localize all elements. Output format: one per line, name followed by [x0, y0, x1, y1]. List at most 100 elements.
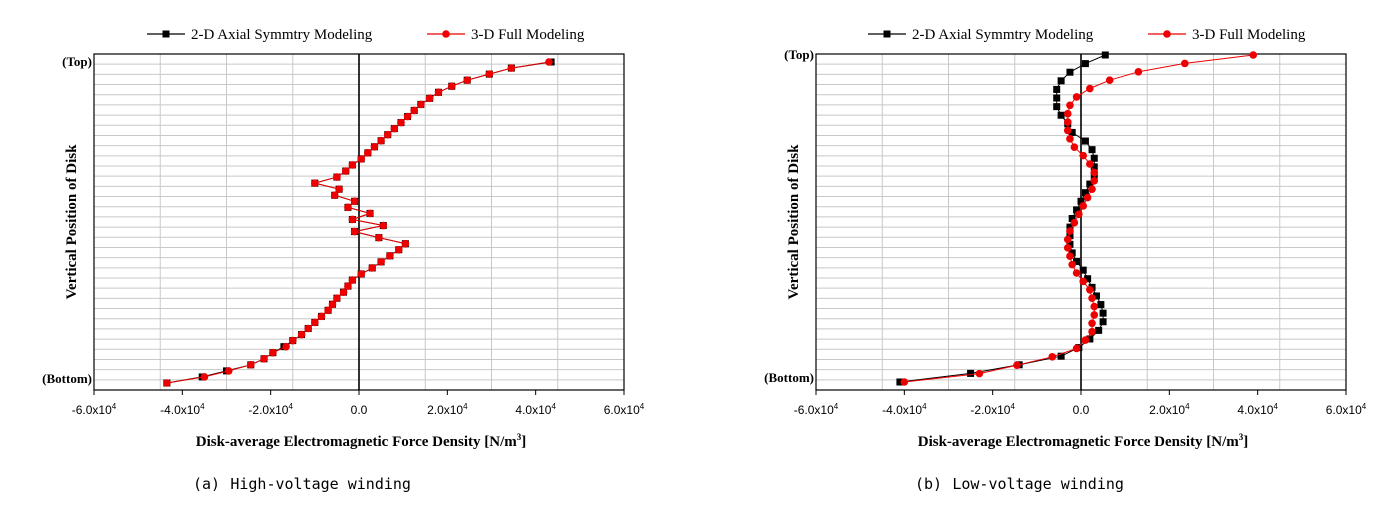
data-point-circle	[390, 124, 399, 133]
data-point-square	[1066, 223, 1074, 231]
data-point-circle	[447, 82, 456, 91]
data-point-circle	[1074, 210, 1083, 219]
data-point-square	[1088, 146, 1096, 154]
data-point-circle	[1066, 227, 1074, 235]
data-point-circle	[368, 264, 377, 272]
data-point-circle	[1072, 344, 1081, 353]
data-point-circle	[1086, 84, 1094, 93]
data-point-circle	[364, 149, 372, 157]
data-point-circle	[1105, 76, 1114, 84]
caption-b-text: Low-voltage winding	[952, 475, 1124, 493]
data-point-circle	[269, 348, 277, 357]
caption-a-prefix: (a)	[193, 475, 221, 493]
data-point-square	[1095, 326, 1103, 334]
data-point-circle	[383, 130, 392, 139]
data-point-circle	[1180, 59, 1189, 68]
caption-a-text: High-voltage winding	[230, 475, 411, 493]
legend: 2-D Axial Symmtry Modeling 3-D Full Model…	[868, 27, 1306, 43]
data-point-circle	[1066, 101, 1074, 110]
data-point-square	[1068, 215, 1076, 222]
data-point-circle	[1088, 185, 1096, 193]
data-point-circle	[288, 336, 297, 345]
data-point-circle	[1086, 160, 1094, 168]
x-tick-label: -2.0x104	[970, 402, 1015, 417]
data-point-circle	[282, 342, 290, 351]
data-point-circle	[1134, 67, 1143, 76]
data-point-circle	[341, 167, 350, 175]
data-point-circle	[348, 276, 357, 284]
data-point-circle	[246, 361, 255, 369]
caption-a: (a) High-voltage winding	[193, 474, 411, 494]
x-axis-title: Disk-average Electromagnetic Force Densi…	[918, 432, 1249, 450]
data-point-square	[1099, 309, 1107, 317]
data-point-circle	[434, 88, 443, 97]
data-point-circle	[344, 282, 352, 290]
data-point-circle	[1013, 361, 1021, 370]
data-point-circle	[200, 373, 209, 381]
data-point-circle	[397, 118, 405, 127]
x-tick-label: -2.0x104	[248, 402, 293, 417]
chart-a: -6.0x104 -4.0x104 -2.0x104 0.0 2.0x104 4.0x10…	[42, 27, 645, 450]
data-point-circle	[1079, 202, 1088, 210]
x-tick-label: -4.0x104	[882, 402, 927, 417]
data-point-square	[1090, 154, 1098, 162]
legend-marker-square	[162, 30, 170, 38]
data-point-circle	[417, 100, 425, 109]
data-point-circle	[386, 252, 394, 260]
data-point-square	[1053, 94, 1061, 102]
x-tick-label: 2.0x104	[427, 402, 468, 417]
data-point-square	[1066, 240, 1074, 248]
data-point-circle	[1072, 269, 1081, 277]
legend-marker-square	[883, 30, 891, 38]
data-point-circle	[1088, 294, 1096, 302]
data-point-circle	[348, 215, 357, 224]
data-point-circle	[1083, 193, 1092, 202]
data-point-circle	[324, 306, 332, 315]
data-point-square	[1092, 292, 1100, 300]
data-point-square	[967, 369, 975, 377]
data-point-square	[1090, 163, 1098, 171]
data-point-circle	[370, 142, 379, 151]
data-point-circle	[410, 106, 419, 115]
data-point-circle	[1088, 327, 1096, 336]
data-point-circle	[900, 378, 909, 386]
x-tick-label: -6.0x104	[72, 402, 117, 417]
data-point-circle	[1063, 126, 1072, 135]
x-tick-label: 6.0x104	[1326, 402, 1367, 417]
data-point-circle	[344, 203, 352, 212]
data-point-square	[1073, 258, 1081, 266]
data-point-square	[1077, 197, 1085, 205]
x-tick-label: -6.0x104	[794, 402, 839, 417]
data-point-circle	[311, 318, 319, 327]
legend-label: 3-D Full Modeling	[471, 27, 585, 43]
data-point-circle	[377, 136, 385, 145]
y-axis-title: Vertical Position of Disk	[786, 144, 802, 300]
data-point-square	[1057, 352, 1065, 360]
data-point-square	[1057, 77, 1065, 85]
x-tick-label: 0.0	[1073, 403, 1090, 417]
data-point-circle	[304, 324, 313, 333]
series-3d	[163, 58, 553, 387]
data-point-circle	[1068, 260, 1076, 269]
data-point-circle	[377, 258, 385, 266]
legend-label: 2-D Axial Symmtry Modeling	[912, 27, 1094, 43]
x-tick-label: -4.0x104	[160, 402, 205, 417]
data-point-circle	[379, 221, 388, 230]
data-point-circle	[297, 330, 306, 339]
data-point-circle	[348, 161, 357, 169]
data-point-circle	[1090, 176, 1099, 185]
data-point-square	[1068, 249, 1076, 257]
data-point-circle	[333, 173, 341, 181]
legend-label: 2-D Axial Symmtry Modeling	[191, 27, 373, 43]
data-point-square	[1073, 206, 1081, 214]
y-tick-bottom: (Bottom)	[42, 371, 92, 386]
data-point-circle	[1249, 51, 1258, 59]
x-axis-title: Disk-average Electromagnetic Force Densi…	[196, 432, 527, 450]
x-tick-label: 6.0x104	[604, 402, 645, 417]
data-point-circle	[163, 379, 171, 387]
data-point-circle	[394, 245, 403, 254]
x-tick-label: 4.0x104	[515, 402, 556, 417]
data-point-circle	[545, 58, 553, 66]
x-tick-label: 0.0	[351, 403, 368, 417]
data-point-circle	[224, 367, 233, 375]
